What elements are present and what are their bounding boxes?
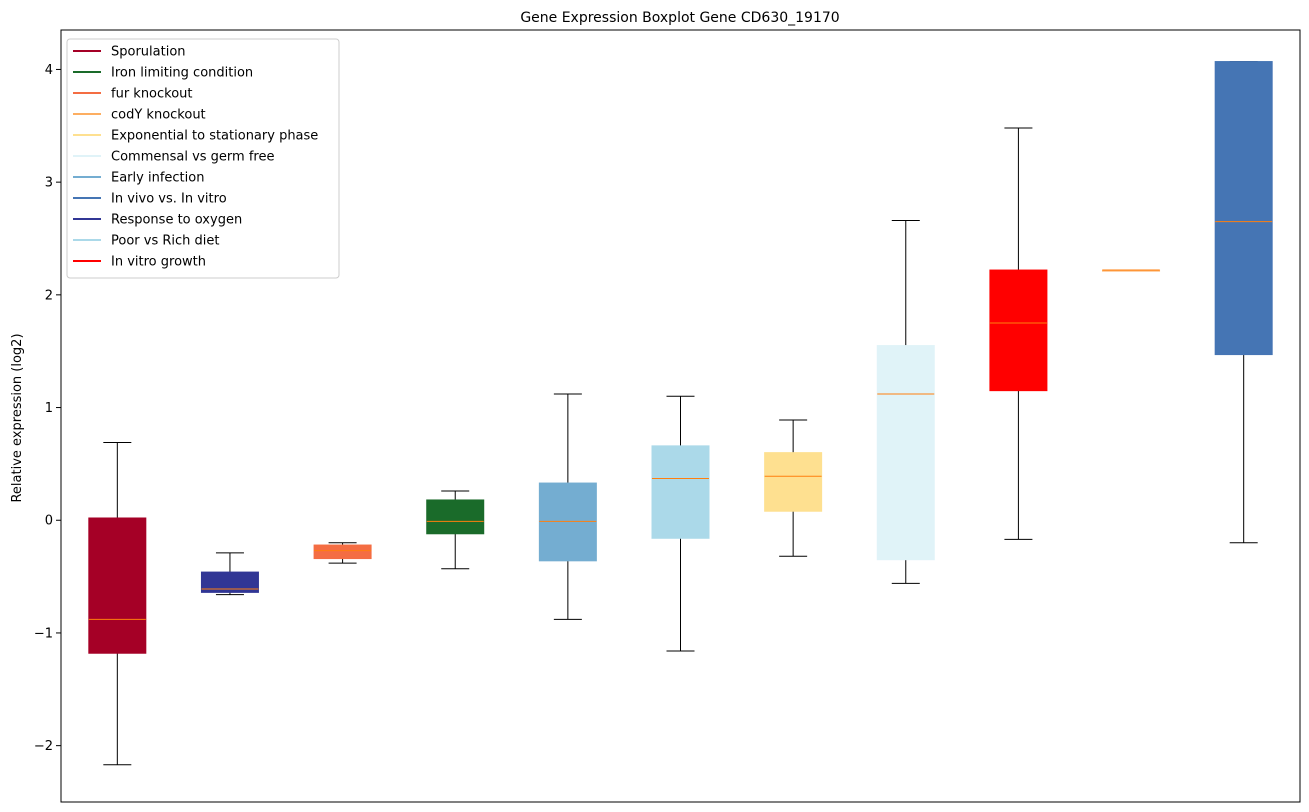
legend-label: Response to oxygen: [111, 213, 242, 228]
plot-area: [88, 61, 1273, 766]
box-group: [1102, 269, 1161, 272]
legend-label: Iron limiting condition: [111, 66, 253, 81]
legend-label: Early infection: [111, 171, 204, 186]
legend: Sporulation Iron limiting condition fur kn…: [66, 38, 340, 279]
legend-label: In vivo vs. In vitro: [111, 192, 227, 207]
box-group: [313, 542, 372, 564]
box: [538, 482, 597, 562]
box: [88, 517, 147, 654]
box: [313, 544, 372, 560]
legend-label: fur knockout: [111, 87, 193, 102]
y-tick-label: −1: [34, 626, 53, 641]
legend-label: codY knockout: [111, 108, 206, 123]
box-group: [1214, 61, 1273, 544]
legend-label: Commensal vs germ free: [111, 150, 274, 165]
y-tick-label: 3: [45, 176, 53, 191]
box-group: [764, 419, 823, 557]
y-tick-label: 0: [45, 514, 53, 529]
box-group: [989, 127, 1048, 540]
box-group: [651, 395, 710, 652]
box-group: [426, 490, 485, 570]
y-tick-label: 4: [45, 63, 53, 78]
box: [989, 269, 1048, 392]
box-group: [200, 552, 259, 596]
legend-label: Sporulation: [111, 45, 186, 60]
y-tick-label: 1: [45, 401, 53, 416]
y-axis-ticks: −2 −1 0 1 2 3 4: [34, 63, 61, 754]
box: [764, 452, 823, 512]
legend-label: Exponential to stationary phase: [111, 129, 318, 144]
y-tick-label: 2: [45, 288, 53, 303]
legend-frame: [66, 38, 340, 279]
y-tick-label: −2: [34, 739, 53, 754]
legend-label: Poor vs Rich diet: [111, 234, 219, 249]
box: [876, 345, 935, 561]
legend-label: In vitro growth: [111, 255, 206, 270]
box: [200, 571, 259, 593]
box: [651, 445, 710, 539]
box: [1214, 61, 1273, 356]
box-group: [88, 441, 147, 766]
box-group: [538, 393, 597, 620]
y-axis-label: Relative expression (log2): [10, 333, 25, 502]
plot-frame: [60, 29, 1301, 803]
box-group: [876, 219, 935, 584]
chart-title: Gene Expression Boxplot Gene CD630_19170: [520, 10, 839, 26]
box: [426, 499, 485, 535]
